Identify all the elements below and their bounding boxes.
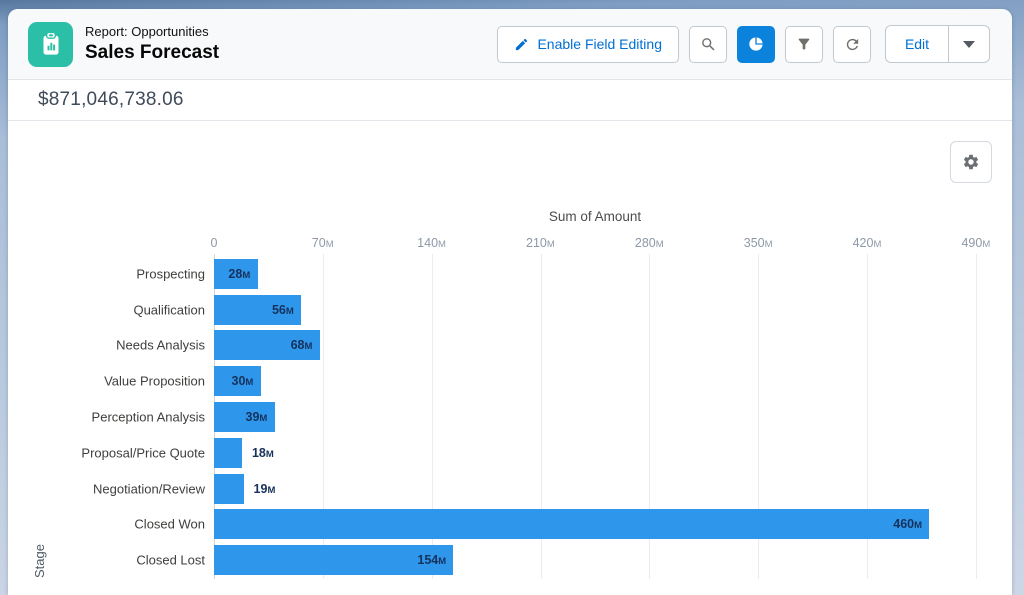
edit-dropdown-button[interactable] [949, 26, 989, 62]
y-axis-title: Stage [32, 544, 47, 578]
funnel-icon [796, 36, 812, 52]
filter-button[interactable] [785, 25, 823, 63]
category-label: Prospecting [136, 266, 205, 282]
edit-button-label: Edit [904, 36, 930, 52]
bar-value-label: 19M [253, 481, 276, 496]
edit-button-group: Edit [885, 25, 990, 63]
chart-bar[interactable]: 39M [214, 402, 275, 433]
chart-row: Proposal/Price Quote 18M [8, 435, 1012, 471]
report-header: Report: Opportunities Sales Forecast Ena… [8, 9, 1012, 80]
chart-row: Closed Won 460M [8, 507, 1012, 543]
refresh-button[interactable] [833, 25, 871, 63]
gridline [867, 254, 869, 579]
category-label: Closed Won [134, 516, 205, 532]
chart-panel: Sum of Amount 0 70M 140M 210M 280M 350M 420M 49… [8, 121, 1012, 594]
category-label: Qualification [133, 302, 205, 318]
chart-row: Negotiation/Review 19M [8, 471, 1012, 507]
chart-bar[interactable]: 460M [214, 509, 930, 540]
x-tick-label: 420M [852, 236, 882, 250]
x-axis-title: Sum of Amount [548, 209, 642, 224]
edit-button[interactable]: Edit [886, 26, 949, 62]
report-titles: Report: Opportunities Sales Forecast [85, 24, 497, 64]
report-type-label: Report: Opportunities [85, 24, 209, 39]
caret-down-icon [963, 40, 975, 48]
bar-value-label: 154M [417, 553, 447, 568]
chart-bar[interactable]: 30M [214, 366, 261, 397]
chart-row: Qualification 56M [8, 292, 1012, 328]
x-tick-label: 490M [961, 236, 991, 250]
magnifier-icon [700, 36, 717, 53]
clipboard-chart-icon [43, 31, 58, 55]
chart-bar[interactable]: 56M [214, 294, 302, 325]
chart-toggle-button[interactable] [737, 25, 775, 63]
chart-bar[interactable]: 28M [214, 258, 258, 289]
gridline [976, 254, 977, 579]
chart-row: Value Proposition 30M [8, 363, 1012, 399]
chart-row: Prospecting 28M [8, 256, 1012, 292]
chart-settings-button[interactable] [950, 141, 992, 183]
search-button[interactable] [689, 25, 727, 63]
category-label: Closed Lost [136, 552, 205, 568]
toolbar: Enable Field Editing [497, 25, 990, 63]
report-total-row: $871,046,738.06 [8, 80, 1012, 121]
x-tick-label: 350M [743, 236, 773, 250]
category-label: Needs Analysis [116, 337, 205, 353]
x-tick-label: 140M [417, 236, 447, 250]
chart-row: Perception Analysis 39M [8, 399, 1012, 435]
chart-bar[interactable]: 154M [214, 545, 454, 576]
report-total-amount: $871,046,738.06 [38, 89, 184, 110]
chart-bar[interactable] [214, 437, 242, 468]
gridline [649, 254, 651, 579]
gear-icon [962, 153, 980, 171]
pie-chart-icon [748, 36, 764, 52]
chart-row: Closed Lost 154M [8, 542, 1012, 578]
category-label: Proposal/Price Quote [81, 445, 205, 461]
pencil-icon [514, 37, 529, 52]
page-title: Sales Forecast [85, 42, 220, 63]
bar-value-label: 56M [271, 302, 295, 317]
x-tick-label: 210M [526, 236, 556, 250]
category-label: Negotiation/Review [92, 481, 205, 497]
enable-field-editing-label: Enable Field Editing [537, 36, 662, 52]
x-tick-label: 280M [634, 236, 664, 250]
bar-value-label: 39M [245, 410, 268, 425]
gridline [758, 254, 760, 579]
x-tick-label: 0 [210, 236, 218, 250]
report-window: Report: Opportunities Sales Forecast Ena… [8, 9, 1012, 595]
circular-arrow-icon [844, 36, 861, 53]
report-clipboard-icon [28, 21, 73, 67]
chart-bar[interactable] [214, 473, 244, 504]
bar-value-label: 30M [231, 374, 254, 389]
enable-field-editing-button[interactable]: Enable Field Editing [497, 25, 679, 63]
gridline [431, 254, 433, 579]
x-tick-label: 70M [311, 236, 334, 250]
bar-value-label: 68M [290, 338, 313, 353]
category-label: Value Proposition [104, 373, 205, 389]
gridline [322, 254, 324, 579]
chart-bar[interactable]: 68M [214, 330, 320, 361]
category-label: Perception Analysis [91, 409, 205, 425]
gridline [540, 254, 542, 579]
bar-value-label: 460M [893, 517, 923, 532]
bar-value-label: 18M [251, 445, 275, 460]
bar-value-label: 28M [228, 266, 251, 281]
chart-row: Needs Analysis 68M [8, 328, 1012, 364]
